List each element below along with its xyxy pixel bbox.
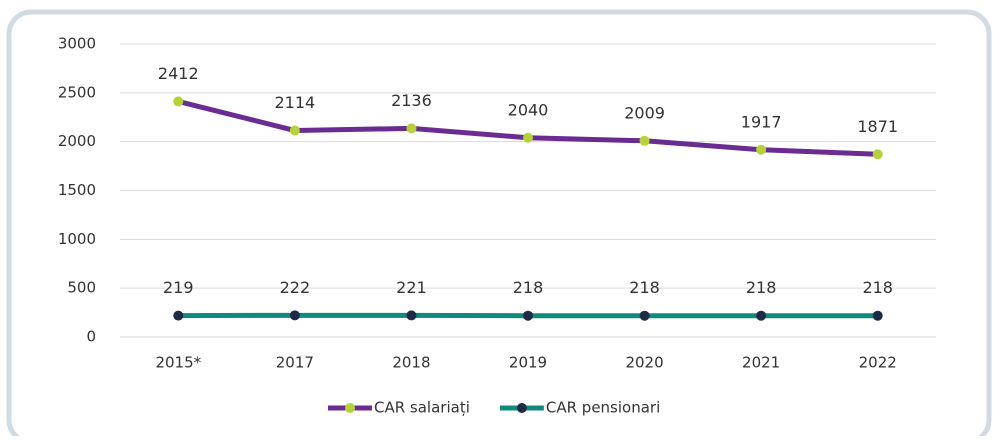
data-point: [873, 311, 883, 321]
data-point: [523, 311, 533, 321]
x-tick-label: 2017: [276, 354, 314, 372]
data-label: 2040: [508, 100, 549, 119]
data-label: 221: [396, 278, 427, 297]
data-point: [873, 149, 883, 159]
y-tick-label: 3000: [58, 35, 96, 53]
data-label: 218: [629, 278, 660, 297]
data-point: [173, 96, 183, 106]
y-tick-label: 1500: [58, 181, 96, 199]
y-tick-label: 2000: [58, 132, 96, 150]
data-point: [640, 136, 650, 146]
x-tick-label: 2018: [392, 354, 430, 372]
data-label: 1871: [857, 117, 898, 136]
data-label: 2114: [274, 93, 315, 112]
y-tick-label: 500: [67, 279, 96, 297]
x-tick-label: 2015*: [155, 354, 201, 372]
data-label: 1917: [741, 112, 782, 131]
data-point: [290, 310, 300, 320]
x-tick-label: 2020: [625, 354, 663, 372]
data-point: [406, 123, 416, 133]
legend-label: CAR salariați: [374, 399, 470, 417]
data-label: 218: [862, 278, 893, 297]
data-point: [640, 311, 650, 321]
frame: [9, 12, 989, 436]
x-tick-label: 2021: [742, 354, 780, 372]
data-label: 218: [746, 278, 777, 297]
x-tick-label: 2019: [509, 354, 547, 372]
data-label: 2136: [391, 91, 432, 110]
data-point: [406, 310, 416, 320]
data-point: [173, 311, 183, 321]
legend-marker: [517, 403, 527, 413]
data-label: 218: [513, 278, 544, 297]
data-point: [756, 311, 766, 321]
data-label: 219: [163, 278, 194, 297]
legend-label: CAR pensionari: [546, 399, 660, 417]
legend-marker: [345, 403, 355, 413]
data-point: [756, 145, 766, 155]
data-label: 2009: [624, 103, 665, 122]
x-tick-label: 2022: [859, 354, 897, 372]
data-label: 2412: [158, 64, 199, 83]
y-tick-label: 0: [86, 328, 96, 346]
data-point: [290, 126, 300, 136]
y-tick-label: 2500: [58, 83, 96, 101]
y-tick-label: 1000: [58, 230, 96, 248]
data-label: 222: [280, 278, 311, 297]
data-point: [523, 133, 533, 143]
